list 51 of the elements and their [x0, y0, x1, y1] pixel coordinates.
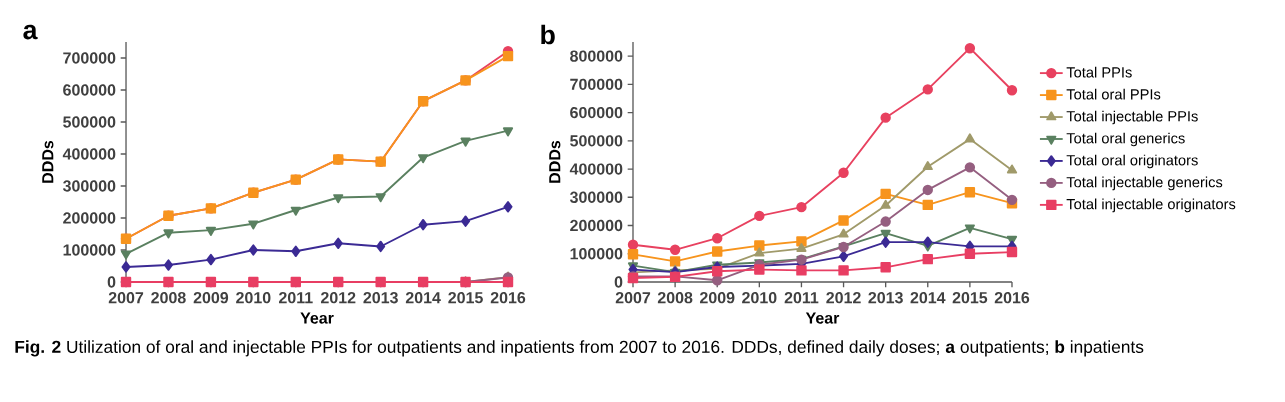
x-tick-label: 2012	[321, 292, 356, 304]
y-tick-label: 600000	[570, 106, 623, 119]
x-tick-label: 2008	[657, 292, 693, 304]
y-tick-label: 500000	[570, 135, 623, 147]
y-tick-label: 700000	[63, 52, 116, 64]
legend-label: Total oral PPIs	[1066, 88, 1161, 100]
y-tick-label: 800000	[570, 50, 623, 62]
y-axis-title: DDDs	[42, 140, 54, 183]
x-tick-label: 2009	[699, 292, 735, 304]
y-tick-label: 600000	[63, 84, 116, 96]
y-tick-label: 0	[107, 276, 116, 288]
x-tick-label: 2012	[826, 292, 861, 304]
x-tick-label: 2016	[994, 292, 1030, 304]
legend-label: Total injectable PPIs	[1066, 110, 1198, 125]
y-tick-label: 100000	[570, 248, 623, 260]
x-tick-label: 2010	[236, 292, 271, 304]
x-tick-label: 2009	[193, 292, 229, 304]
text: Fig. 2 Utilization of oral and injectable PPIs for outpatients and inpatients from 2007 to 2016. DDDs, defined daily doses; a outpatients; b inpatients	[15, 340, 1144, 357]
y-tick-label: 200000	[63, 212, 116, 224]
y-tick-label: 700000	[570, 78, 623, 90]
legend-label: Total oral originators	[1066, 154, 1198, 169]
x-tick-label: 2013	[363, 292, 398, 304]
y-tick-label: 300000	[62, 180, 116, 192]
legend-label: Total injectable originators	[1066, 198, 1236, 213]
x-tick-label: 2016	[490, 292, 526, 304]
x-tick-label: 2011	[784, 292, 819, 304]
chart-title: a	[23, 24, 38, 40]
x-axis-title: Year	[300, 312, 334, 324]
legend-label: Total PPIs	[1066, 66, 1132, 78]
x-tick-label: 2010	[742, 292, 777, 304]
x-tick-label: 2007	[108, 292, 144, 304]
x-tick-label: 2007	[615, 292, 651, 304]
x-tick-label: 2011	[279, 292, 313, 304]
x-tick-label: 2008	[151, 292, 186, 304]
x-tick-label: 2014	[910, 292, 946, 304]
x-axis-title: Year	[805, 312, 840, 324]
y-tick-label: 300000	[569, 191, 623, 203]
x-tick-label: 2015	[952, 292, 988, 304]
chart-title: b	[541, 24, 555, 45]
y-tick-label: 500000	[63, 116, 116, 128]
legend-label: Total oral generics	[1066, 132, 1185, 147]
x-tick-label: 2013	[868, 292, 903, 304]
x-tick-label: 2014	[405, 292, 441, 304]
y-axis-title: DDDs	[549, 140, 561, 183]
x-tick-label: 2015	[448, 292, 483, 304]
y-tick-label: 0	[614, 276, 623, 288]
y-tick-label: 400000	[569, 163, 623, 175]
y-tick-label: 400000	[62, 148, 116, 160]
y-tick-label: 200000	[570, 219, 623, 232]
legend-label: Total injectable generics	[1066, 176, 1223, 191]
y-tick-label: 100000	[63, 244, 116, 256]
